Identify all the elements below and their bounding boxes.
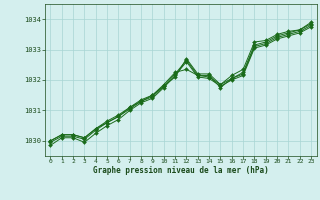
X-axis label: Graphe pression niveau de la mer (hPa): Graphe pression niveau de la mer (hPa) (93, 166, 269, 175)
